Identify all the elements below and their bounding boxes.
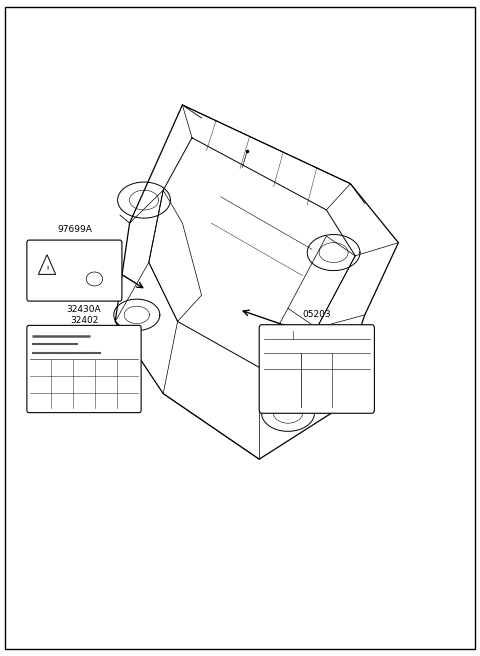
Ellipse shape <box>86 272 103 286</box>
Text: 05203: 05203 <box>302 310 331 319</box>
FancyBboxPatch shape <box>27 325 141 413</box>
Text: 97699A: 97699A <box>57 225 92 234</box>
Polygon shape <box>38 255 56 274</box>
Text: 32402: 32402 <box>70 316 98 325</box>
FancyBboxPatch shape <box>259 325 374 413</box>
FancyBboxPatch shape <box>27 240 122 301</box>
Text: !: ! <box>46 266 48 271</box>
Text: 32430A: 32430A <box>67 304 101 314</box>
